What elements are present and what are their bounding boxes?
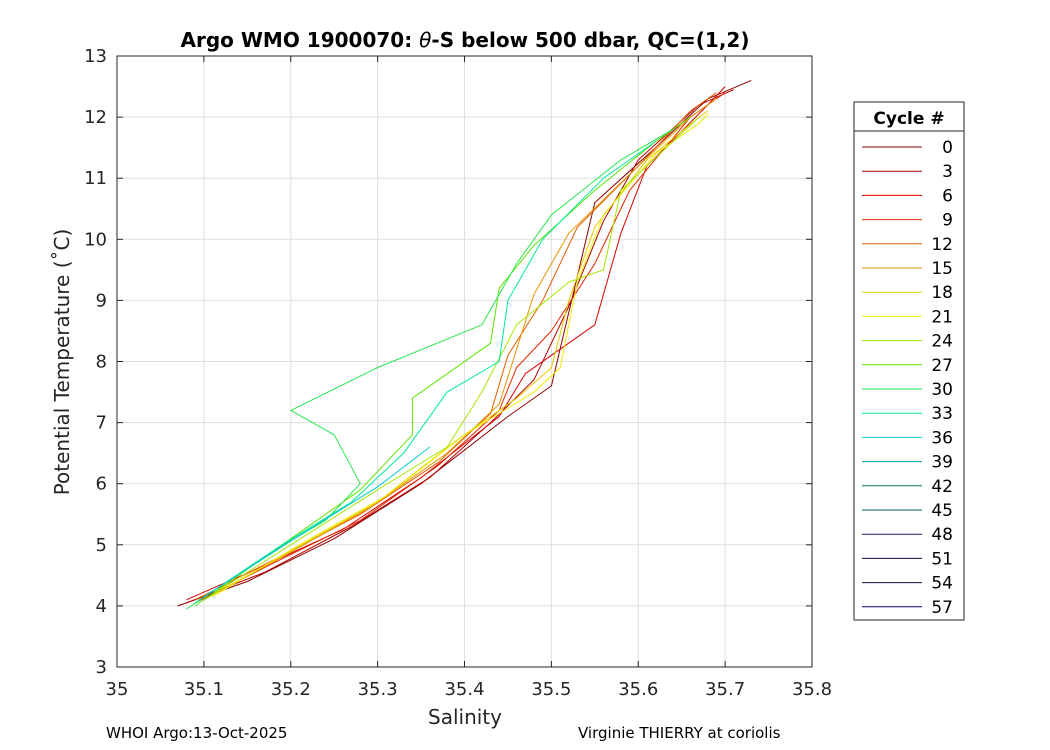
y-axis-ticks: 3 4 5 6 7 8 9 10 11 12 13 [84, 46, 812, 678]
legend-label: 39 [931, 453, 953, 473]
y-tick-label: 6 [96, 474, 107, 495]
x-tick-label: 35.5 [531, 679, 571, 700]
x-tick-label: 35.6 [618, 679, 658, 700]
y-tick-label: 11 [84, 168, 107, 189]
chart-title-theta: θ [419, 28, 431, 52]
series-layer [177, 79, 752, 610]
legend-label: 36 [931, 428, 953, 448]
chart-title-part-2: -S below 500 dbar, QC=(1,2) [431, 28, 749, 52]
y-tick-label: 9 [96, 290, 107, 311]
legend-label: 21 [931, 307, 953, 327]
legend-label: 15 [931, 259, 953, 279]
series-line-11 [194, 141, 656, 604]
legend-label: 0 [942, 138, 953, 158]
legend-label: 18 [931, 283, 953, 303]
legend-box [853, 101, 965, 621]
y-tick-label: 7 [96, 413, 107, 434]
series-line-9 [194, 116, 691, 607]
x-tick-label: 35.1 [184, 679, 224, 700]
chart-title: Argo WMO 1900070: θ-S below 500 dbar, QC… [181, 28, 750, 52]
series-line-1 [186, 89, 735, 604]
legend: Cycle # 03691215182124273033363942454851… [853, 101, 965, 621]
y-tick-label: 4 [96, 596, 107, 617]
legend-title: Cycle # [873, 109, 944, 129]
y-tick-label: 3 [96, 657, 107, 678]
x-tick-label: 35.7 [705, 679, 745, 700]
series-line-6 [203, 110, 709, 601]
y-tick-label: 13 [84, 46, 107, 67]
series-line-12 [203, 446, 431, 598]
x-axis-ticks: 35 35.1 35.2 35.3 35.4 35.5 35.6 35.7 35.8 [106, 56, 832, 700]
legend-label: 48 [931, 525, 953, 545]
x-axis-label: Salinity [428, 705, 502, 729]
chart-title-part-1: Argo WMO 1900070: [181, 28, 420, 52]
series-line-0 [177, 79, 752, 607]
series-line-10 [186, 128, 674, 610]
legend-label: 42 [931, 477, 953, 497]
legend-label: 57 [931, 598, 953, 618]
y-tick-label: 5 [96, 535, 107, 556]
series-line-3 [194, 92, 726, 604]
legend-label: 54 [931, 574, 953, 594]
x-tick-label: 35.3 [358, 679, 398, 700]
legend-label: 6 [942, 186, 953, 206]
x-tick-label: 35 [106, 679, 129, 700]
legend-label: 3 [942, 162, 953, 182]
legend-label: 9 [942, 211, 953, 231]
footer-right-credit: Virginie THIERRY at coriolis [578, 724, 781, 742]
x-tick-label: 35.2 [271, 679, 311, 700]
legend-label: 45 [931, 501, 953, 521]
legend-label: 12 [931, 235, 953, 255]
footer-left-credit: WHOI Argo:13-Oct-2025 [106, 724, 288, 742]
series-line-5 [203, 98, 717, 601]
series-line-8 [203, 116, 700, 601]
legend-label: 51 [931, 549, 953, 569]
legend-label: 30 [931, 380, 953, 400]
legend-label: 27 [931, 356, 953, 376]
x-tick-label: 35.8 [792, 679, 832, 700]
legend-label: 33 [931, 404, 953, 424]
x-tick-label: 35.4 [444, 679, 484, 700]
y-tick-label: 12 [84, 107, 107, 128]
legend-label: 24 [931, 332, 953, 352]
y-axis-label: Potential Temperature (˚C) [50, 229, 74, 496]
y-tick-label: 10 [84, 229, 107, 250]
y-tick-label: 8 [96, 352, 107, 373]
